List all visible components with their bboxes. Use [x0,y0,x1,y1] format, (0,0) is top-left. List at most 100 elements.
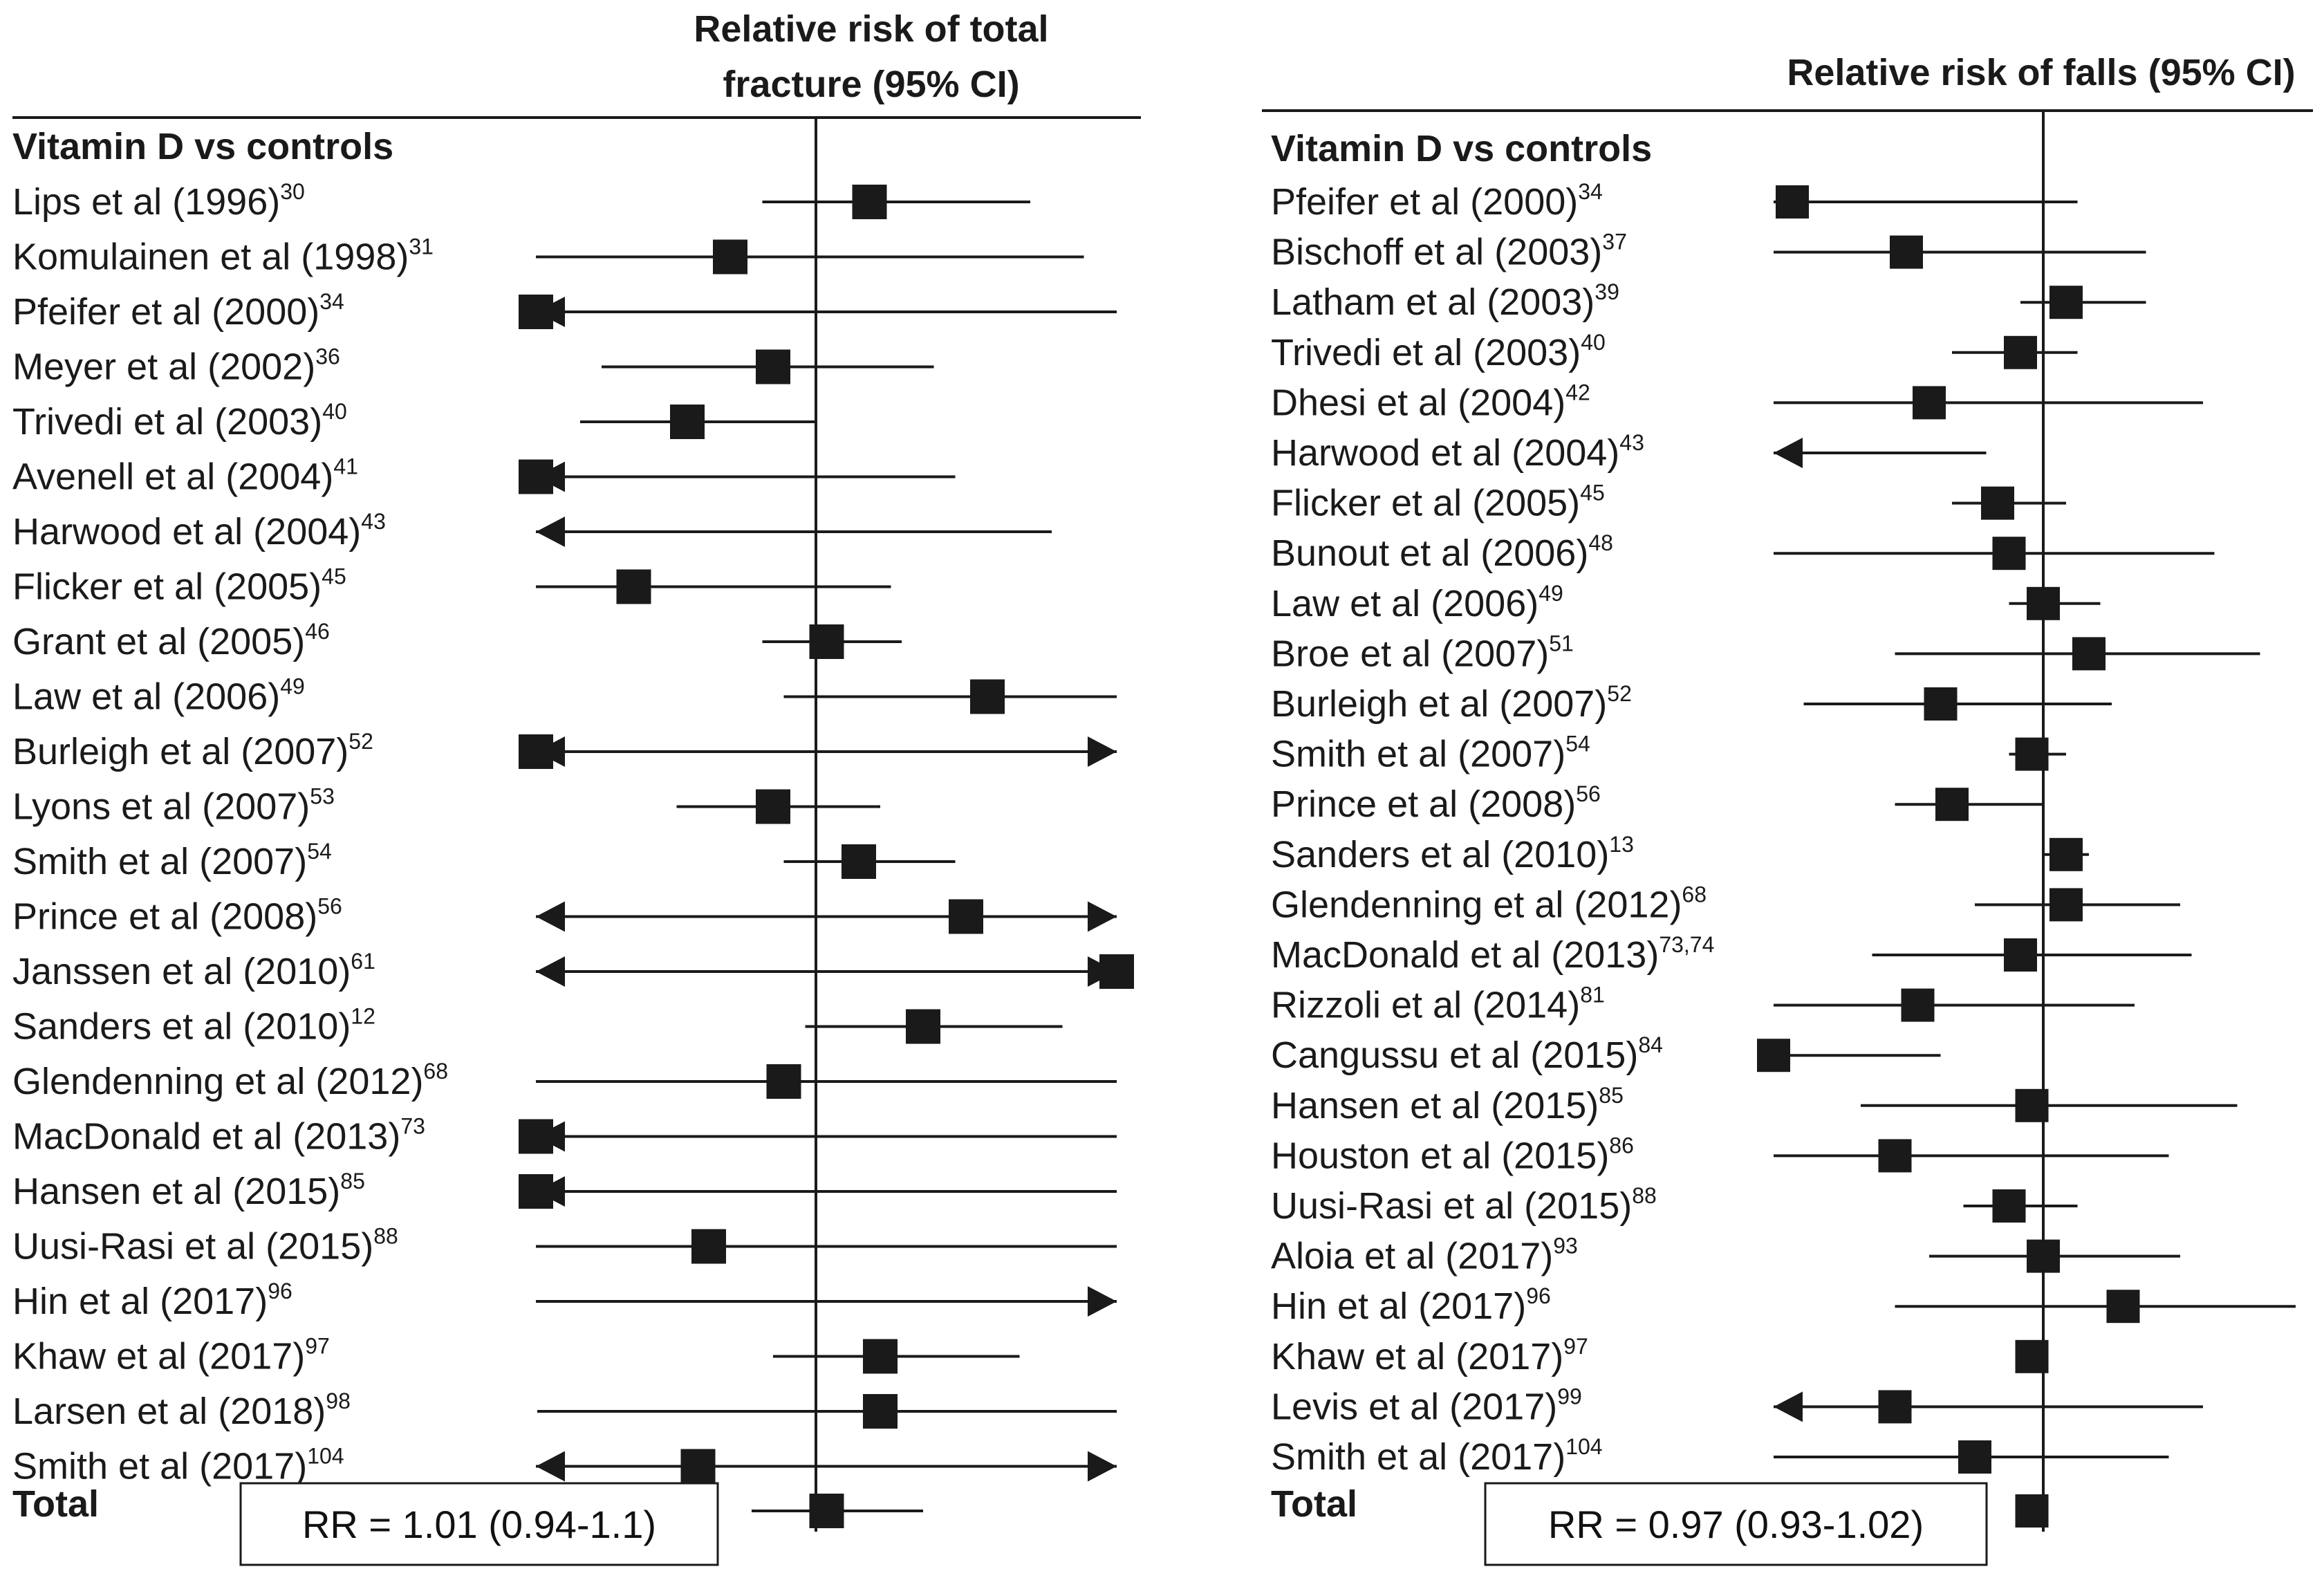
study-row: Hansen et al (2015)85 [12,1169,1117,1212]
study-reference: 54 [1565,732,1590,756]
study-label: Flicker et al (2005)45 [12,564,346,608]
study-reference: 104 [1565,1434,1602,1459]
point-estimate [1935,788,1969,821]
study-reference: 12 [351,1004,375,1029]
study-label: Burleigh et al (2007)52 [12,729,373,772]
study-reference: 99 [1557,1384,1582,1409]
study-label: Law et al (2006)49 [12,674,305,718]
study-label: Smith et al (2017)104 [12,1444,344,1487]
study-row: Larsen et al (2018)98 [12,1389,1117,1432]
study-row: Uusi-Rasi et al (2015)88 [1271,1183,2078,1227]
study-label: Sanders et al (2010)12 [12,1004,375,1048]
study-reference: 34 [319,289,344,314]
study-reference: 88 [373,1224,398,1249]
study-row: Dhesi et al (2004)42 [1271,380,2203,423]
study-reference: 52 [1607,681,1632,706]
study-label: Glendenning et al (2012)68 [1271,882,1707,925]
study-row: Law et al (2006)49 [1271,581,2101,624]
point-estimate [680,1449,716,1484]
study-row: MacDonald et al (2013)73 [12,1114,1117,1158]
ci-arrow-right [1088,1451,1117,1482]
study-reference: 98 [326,1389,351,1413]
study-row: Prince et al (2008)56 [12,894,1117,938]
study-reference: 37 [1602,230,1627,254]
study-row: Sanders et al (2010)12 [12,1004,1063,1048]
study-label: Grant et al (2005)46 [12,619,330,662]
study-reference: 43 [361,509,386,534]
study-label: Hansen et al (2015)85 [12,1169,365,1212]
study-row: Smith et al (2007)54 [12,839,956,882]
ci-arrow-left [1774,1391,1803,1422]
study-row: Bischoff et al (2003)37 [1271,230,2146,273]
study-reference: 97 [1563,1334,1588,1359]
ci-arrow-left [536,956,565,987]
point-estimate [1992,1189,2026,1223]
study-label: Uusi-Rasi et al (2015)88 [12,1224,398,1268]
study-label: Houston et al (2015)86 [1271,1133,1634,1176]
point-estimate [1776,185,1809,219]
study-row: Pfeifer et al (2000)34 [12,289,1117,333]
study-row: Grant et al (2005)46 [12,619,902,662]
study-label: Latham et al (2003)39 [1271,279,1619,323]
point-estimate [2027,586,2060,620]
study-label: Aloia et al (2017)93 [1271,1234,1578,1277]
point-estimate [2004,938,2037,972]
study-row: Broe et al (2007)51 [1271,631,2260,674]
study-reference: 39 [1595,279,1619,304]
study-reference: 34 [1578,179,1603,204]
study-label: Meyer et al (2002)36 [12,344,340,388]
study-reference: 40 [1581,330,1606,355]
study-row: Law et al (2006)49 [12,674,1117,718]
plot-title-line: Relative risk of falls (95% CI) [1787,52,2295,93]
study-label: Trivedi et al (2003)40 [1271,330,1606,373]
study-row: Avenell et al (2004)41 [12,454,956,498]
study-label: Burleigh et al (2007)52 [1271,681,1632,725]
plot-title-line: Relative risk of total [694,8,1048,50]
study-reference: 88 [1632,1183,1657,1208]
study-row: Meyer et al (2002)36 [12,344,934,388]
ci-arrow-left [536,1451,565,1482]
point-estimate [1878,1390,1912,1424]
point-estimate [519,459,553,494]
point-estimate [670,405,705,439]
study-row: Aloia et al (2017)93 [1271,1234,2180,1277]
ci-arrow-right [1088,1286,1117,1317]
study-label: Lips et al (1996)30 [12,179,305,223]
group-label: Vitamin D vs controls [1271,128,1652,169]
study-label: Flicker et al (2005)45 [1271,481,1605,524]
study-reference: 56 [317,894,342,919]
point-estimate [2106,1290,2140,1324]
study-label: Hansen et al (2015)85 [1271,1083,1624,1126]
point-estimate [2027,1239,2060,1273]
study-reference: 31 [409,234,434,259]
study-reference: 49 [280,674,305,699]
study-reference: 96 [268,1279,292,1303]
study-reference: 61 [351,949,375,974]
point-estimate [1992,537,2026,570]
point-estimate [519,734,553,769]
study-label: Rizzoli et al (2014)81 [1271,983,1605,1026]
point-estimate [906,1009,940,1044]
study-reference: 84 [1638,1032,1663,1057]
study-row: Smith et al (2017)104 [1271,1434,2169,1478]
total-point-estimate [809,1494,844,1528]
study-label: Hin et al (2017)96 [12,1279,292,1322]
fracture-forest-plot: Relative risk of total fracture (95% CI) V… [12,8,1141,1566]
study-reference: 42 [1565,380,1590,405]
study-reference: 85 [340,1169,365,1194]
ci-arrow-left [1774,438,1803,468]
study-row: Cangussu et al (2015)84 [1271,1032,1941,1076]
point-estimate [2015,1339,2049,1373]
study-row: Lyons et al (2007)53 [12,784,880,828]
study-reference: 56 [1576,781,1601,806]
study-row: Smith et al (2007)54 [1271,732,2066,775]
study-reference: 68 [423,1059,448,1084]
point-estimate [2015,737,2049,771]
point-estimate [863,1339,898,1374]
point-estimate [2015,1088,2049,1122]
study-label: Smith et al (2007)54 [12,839,332,882]
study-row: Flicker et al (2005)45 [1271,481,2066,524]
study-label: Pfeifer et al (2000)34 [12,289,344,333]
falls-forest-plot: Relative risk of falls (95% CI) Vitamin D… [1262,52,2313,1566]
study-label: Khaw et al (2017)97 [12,1334,330,1377]
